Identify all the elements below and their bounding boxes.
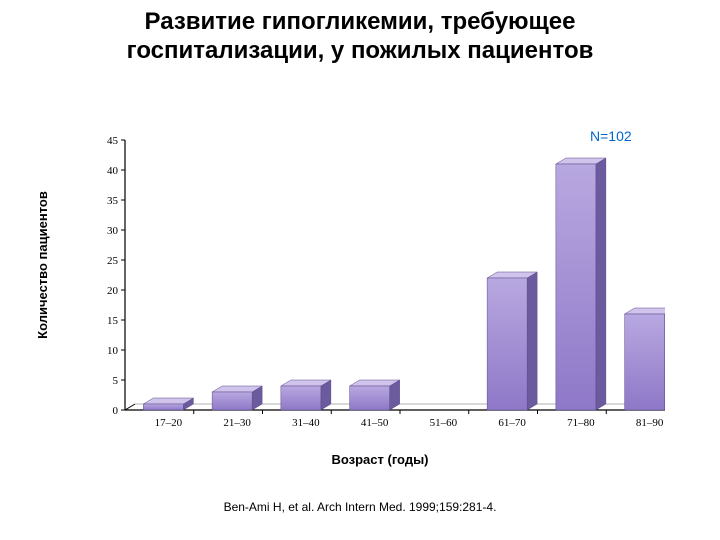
svg-text:71–80: 71–80 [567, 417, 595, 429]
chart-area: 0 5 10 15 20 25 30 35 40 45 17–20 21–30 31–40 41–50 51… [95, 130, 665, 430]
x-axis-label: Возраст (годы) [95, 452, 665, 467]
svg-text:15: 15 [107, 315, 119, 327]
svg-text:81–90: 81–90 [636, 417, 664, 429]
svg-text:41–50: 41–50 [361, 417, 389, 429]
svg-text:21–30: 21–30 [223, 417, 251, 429]
title-line1: Развитие гипогликемии, требующее [145, 8, 576, 35]
svg-text:61–70: 61–70 [498, 417, 526, 429]
svg-text:51–60: 51–60 [430, 417, 458, 429]
svg-text:35: 35 [107, 195, 119, 207]
svg-text:30: 30 [107, 225, 119, 237]
svg-text:20: 20 [107, 285, 119, 297]
svg-text:45: 45 [107, 135, 119, 147]
svg-text:5: 5 [113, 375, 119, 387]
bar-chart: 0 5 10 15 20 25 30 35 40 45 17–20 21–30 31–40 41–50 51… [95, 130, 665, 430]
svg-text:10: 10 [107, 345, 119, 357]
svg-text:0: 0 [113, 405, 119, 417]
svg-text:40: 40 [107, 165, 119, 177]
svg-text:31–40: 31–40 [292, 417, 320, 429]
citation: Ben-Ami H, et al. Arch Intern Med. 1999;… [0, 500, 720, 514]
title-line2: госпитализации, у пожилых пациентов [127, 37, 594, 64]
svg-text:17–20: 17–20 [155, 417, 183, 429]
slide-title: Развитие гипогликемии, требующее госпита… [0, 8, 720, 66]
y-axis-label: Количество пациентов [35, 130, 55, 400]
svg-text:25: 25 [107, 255, 119, 267]
